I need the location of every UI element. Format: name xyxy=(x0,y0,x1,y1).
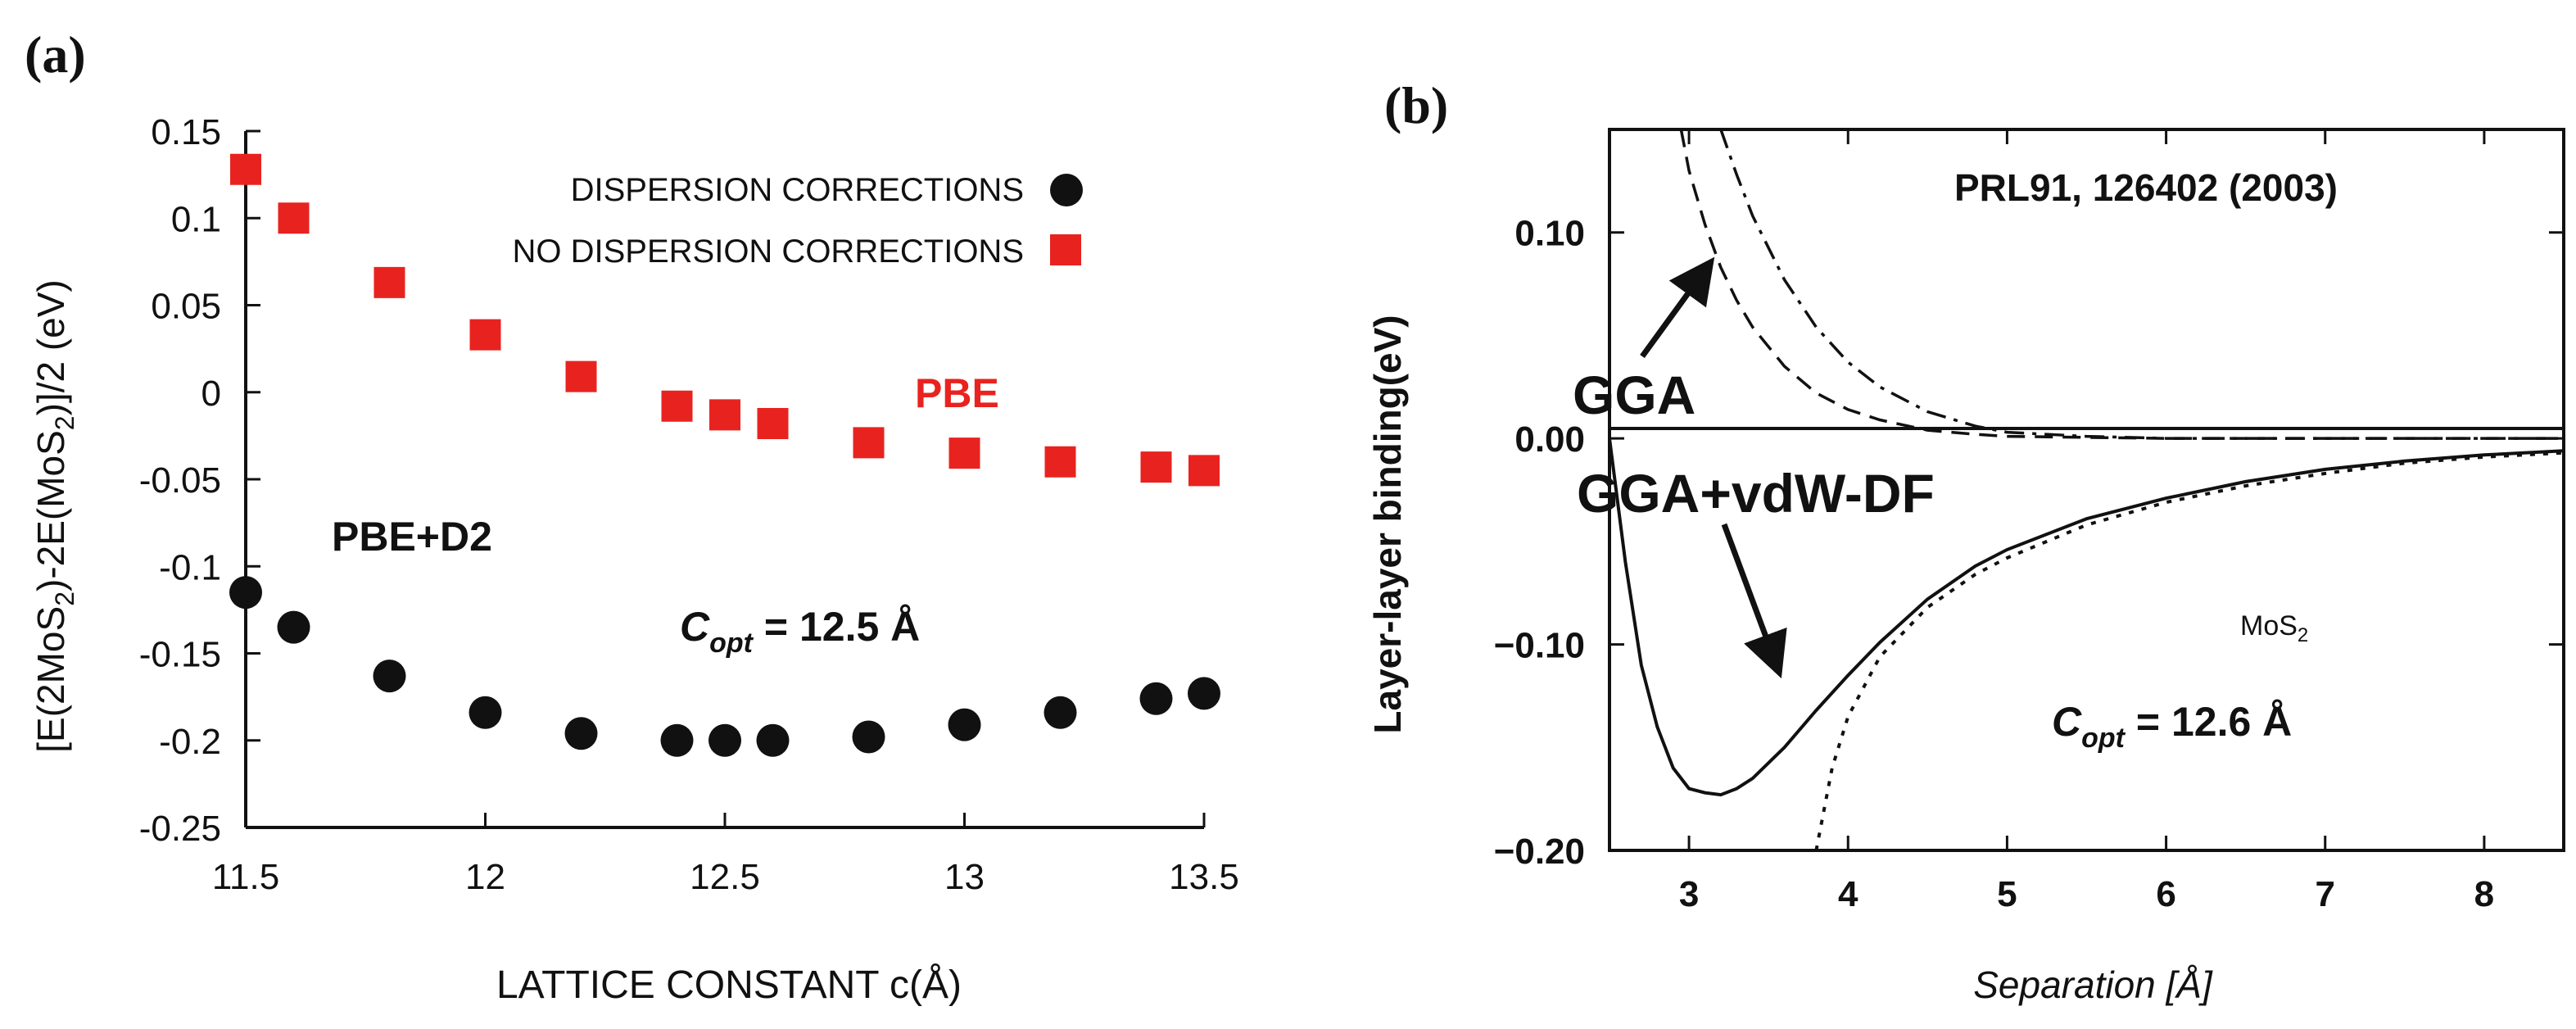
data-point-dispersion xyxy=(660,723,694,757)
panel-a-legend: DISPERSION CORRECTIONS NO DISPERSION COR… xyxy=(512,172,1083,270)
panel-a-ylabel: [E(2MoS2)-2E(MoS2)]/2 (eV) xyxy=(29,279,79,753)
annotation-gga-vdw-df: GGA+vdW-DF xyxy=(1577,463,1935,524)
panel-a-y-tick-label: 0.1 xyxy=(171,199,221,239)
data-point-no-dispersion xyxy=(1188,455,1220,487)
data-point-dispersion xyxy=(564,717,598,750)
legend-item-no-dispersion-marker xyxy=(1050,234,1081,265)
panel-b-x-tick-label: 7 xyxy=(2316,874,2335,914)
data-point-no-dispersion xyxy=(661,390,693,422)
panel-b-ylabel: Layer-layer binding(eV) xyxy=(1366,315,1409,733)
data-point-dispersion xyxy=(709,723,741,757)
panel-b-y-tick-label: −0.10 xyxy=(1494,626,1585,666)
panel-a-x-tick-label: 12 xyxy=(465,857,505,897)
data-point-no-dispersion xyxy=(565,360,597,392)
curve-gga-vdw-df xyxy=(1608,437,2565,797)
annotation-copt-a: Copt = 12.5 Å xyxy=(680,604,920,659)
data-point-no-dispersion xyxy=(948,437,980,469)
panel-b: (b) Layer-layer binding(eV) 0.10 0.00 −0.1… xyxy=(1366,76,2565,1006)
panel-b-x-tick-label: 4 xyxy=(1838,874,1858,914)
panel-b-label: (b) xyxy=(1384,76,1448,134)
panel-b-x-tick-label: 6 xyxy=(2156,874,2175,914)
panel-a-x-tick-label: 12.5 xyxy=(690,857,760,897)
data-point-no-dispersion xyxy=(1044,446,1076,478)
panel-b-plot-frame xyxy=(1608,128,2565,852)
panel-a-label: (a) xyxy=(25,25,86,84)
panel-b-x-tick-label: 3 xyxy=(1679,874,1699,914)
panel-a-y-tick-label: -0.25 xyxy=(139,809,221,849)
panel-a-y-tick-label: -0.15 xyxy=(139,635,221,675)
panel-a-y-tick-label: 0 xyxy=(201,374,221,414)
arrow-gga xyxy=(1640,256,1715,359)
data-point-no-dispersion xyxy=(469,319,501,351)
data-point-dispersion xyxy=(1139,682,1173,715)
panel-b-xlabel: Separation [Å] xyxy=(1973,963,2213,1006)
panel-a-y-tick-label: 0.15 xyxy=(151,112,221,152)
data-point-dispersion xyxy=(229,576,262,610)
data-point-dispersion xyxy=(756,723,790,757)
data-point-no-dispersion xyxy=(853,427,885,459)
data-point-dispersion xyxy=(1044,696,1077,729)
annotation-pbe: PBE xyxy=(915,370,999,416)
panel-a-series-no-dispersion xyxy=(230,153,1220,487)
data-point-dispersion xyxy=(277,610,310,644)
data-point-dispersion xyxy=(1188,677,1220,710)
panel-b-x-tick-label: 5 xyxy=(1997,874,2017,914)
curve-gga-dashdot xyxy=(1719,129,2564,440)
panel-b-title: PRL91, 126402 (2003) xyxy=(1954,166,2338,209)
panel-a-x-tick-label: 11.5 xyxy=(212,857,279,897)
annotation-gga: GGA xyxy=(1573,365,1695,425)
panel-a-series-dispersion xyxy=(229,576,1220,757)
panel-b-x-ticks: 3 4 5 6 7 8 xyxy=(1679,129,2494,914)
panel-b-y-tick-label: 0.10 xyxy=(1514,214,1585,254)
panel-b-y-ticks: 0.10 0.00 −0.10 −0.20 xyxy=(1494,214,2564,872)
panel-a-y-tick-label: -0.1 xyxy=(159,547,221,587)
panel-a-y-tick-label: 0.05 xyxy=(151,287,221,327)
panel-a-x-tick-label: 13.5 xyxy=(1169,857,1239,897)
data-point-no-dispersion xyxy=(1140,451,1172,483)
data-point-dispersion xyxy=(469,696,502,729)
legend-item-dispersion-marker xyxy=(1050,174,1083,206)
data-point-dispersion xyxy=(373,660,406,693)
data-point-no-dispersion xyxy=(757,408,789,439)
data-point-no-dispersion xyxy=(230,153,261,185)
panel-b-y-tick-label: 0.00 xyxy=(1514,419,1585,460)
annotation-copt-b: Copt = 12.6 Å xyxy=(2052,699,2292,754)
legend-item-dispersion-label: DISPERSION CORRECTIONS xyxy=(571,172,1024,208)
panel-a-x-tick-label: 13 xyxy=(944,857,985,897)
arrow-gga-vdw xyxy=(1721,523,1787,679)
panel-b-y-tick-label: −0.20 xyxy=(1494,832,1585,872)
annotation-mos2: MoS2 xyxy=(2240,610,2308,646)
panel-a: (a) [E(2MoS2)-2E(MoS2)]/2 (eV) 0.150.10.… xyxy=(25,25,1239,1007)
legend-item-no-dispersion-label: NO DISPERSION CORRECTIONS xyxy=(512,233,1024,270)
panel-a-y-tick-label: -0.05 xyxy=(139,460,221,501)
data-point-no-dispersion xyxy=(709,399,740,431)
panel-b-x-tick-label: 8 xyxy=(2474,874,2494,914)
panel-a-y-ticks: 0.15 0.1 0.05 0 -0.05 -0.1 -0.15 -0.2 -0.25 xyxy=(139,112,260,849)
data-point-dispersion xyxy=(852,720,885,754)
annotation-pbe-d2: PBE+D2 xyxy=(332,514,492,560)
data-point-no-dispersion xyxy=(278,202,310,234)
data-point-no-dispersion xyxy=(373,266,405,298)
panel-a-xlabel: LATTICE CONSTANT c(Å) xyxy=(496,963,962,1007)
curve-vdw-dotted xyxy=(1814,451,2565,851)
panel-a-x-ticks: 11.5 12 12.5 13 13.5 xyxy=(212,813,1239,897)
panel-a-y-tick-label: -0.2 xyxy=(159,722,221,762)
data-point-dispersion xyxy=(948,708,981,741)
